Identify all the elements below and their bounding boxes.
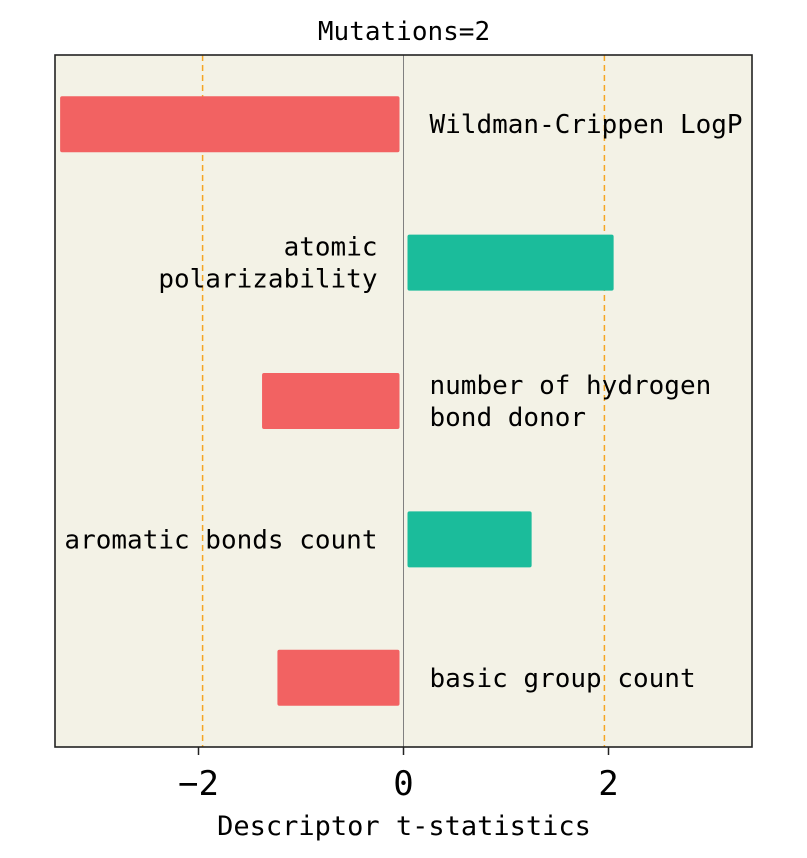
bar-labels: Wildman-Crippen LogP atomicpolarizability… <box>64 110 742 694</box>
reference-lines <box>201 55 606 747</box>
bar-0 <box>60 96 400 153</box>
bar-3 <box>407 511 532 568</box>
x-tick-label-1: 0 <box>393 764 413 804</box>
bar-label-1-1: polarizability <box>158 265 377 295</box>
x-tick-label-0: −2 <box>178 764 219 804</box>
bar-label-2-1: bond donor <box>430 403 587 433</box>
bar-label-0-0: Wildman-Crippen LogP <box>430 110 743 140</box>
bar-label-3-0: aromatic bonds count <box>64 525 377 555</box>
x-axis-ticks: −2 0 2 <box>178 747 619 804</box>
x-tick-label-2: 2 <box>598 764 618 804</box>
chart-title: Mutations=2 <box>318 17 490 47</box>
bars <box>60 96 614 706</box>
bar-label-2-0: number of hydrogen <box>430 371 712 401</box>
bar-1 <box>407 234 614 291</box>
bar-label-1-0: atomic <box>284 233 378 263</box>
bar-label-4-0: basic group count <box>430 664 696 694</box>
x-axis-label: Descriptor t-statistics <box>217 811 591 842</box>
bar-2 <box>262 373 400 429</box>
bar-4 <box>277 649 400 706</box>
